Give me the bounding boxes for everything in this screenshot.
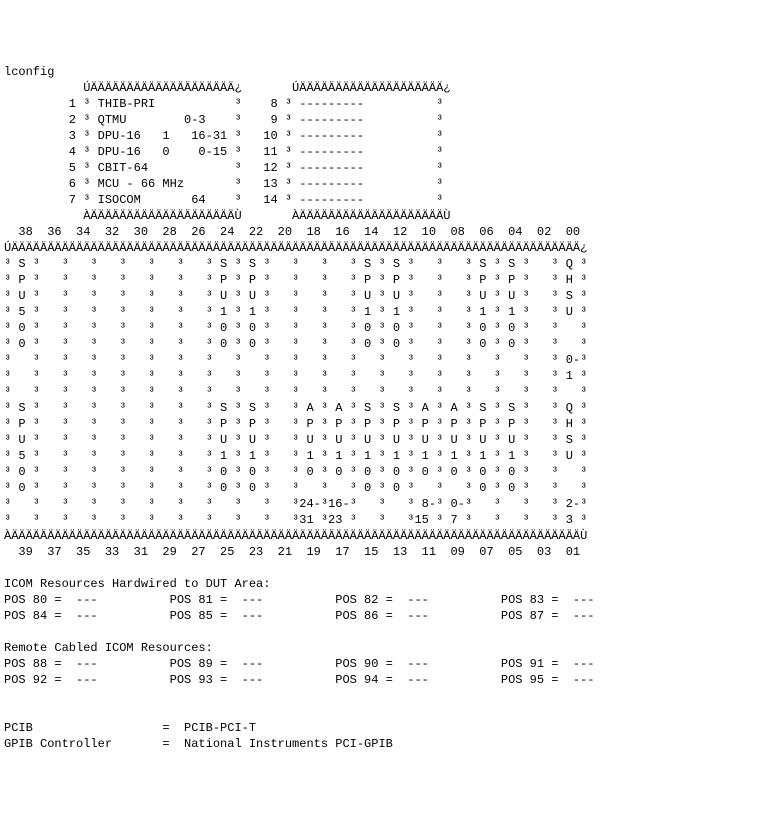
terminal-output: lconfig ÚÄÄÄÄÄÄÄÄÄÄÄÄÄÄÄÄÄÄÄÄ¿ ÚÄÄÄÄÄÄÄÄ… xyxy=(4,64,755,752)
